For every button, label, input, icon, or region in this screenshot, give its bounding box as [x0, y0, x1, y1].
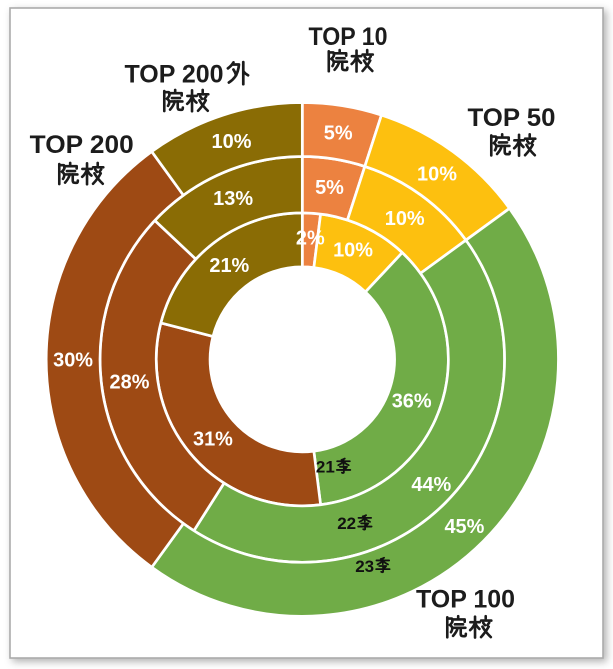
svg-text:TOP 100: TOP 100: [416, 586, 515, 614]
svg-text:21%: 21%: [209, 255, 249, 277]
svg-text:TOP 10: TOP 10: [309, 23, 388, 51]
svg-text:10%: 10%: [333, 239, 373, 261]
svg-text:2%: 2%: [296, 228, 325, 250]
svg-text:30%: 30%: [53, 349, 93, 371]
svg-text:31%: 31%: [193, 428, 233, 450]
svg-text:10%: 10%: [212, 131, 252, 153]
svg-text:45%: 45%: [444, 516, 484, 538]
svg-text:10%: 10%: [385, 208, 425, 230]
svg-text:44%: 44%: [411, 474, 451, 496]
svg-text:TOP 50: TOP 50: [468, 104, 556, 132]
svg-text:5%: 5%: [315, 177, 344, 199]
svg-text:10%: 10%: [417, 163, 457, 185]
svg-text:28%: 28%: [110, 371, 150, 393]
svg-text:TOP 200: TOP 200: [30, 131, 134, 159]
svg-text:13%: 13%: [213, 188, 253, 210]
svg-text:5%: 5%: [324, 122, 353, 144]
svg-text:22: 22: [337, 514, 356, 533]
svg-text:36%: 36%: [392, 390, 432, 412]
svg-text:TOP 200: TOP 200: [125, 61, 224, 89]
svg-text:23: 23: [355, 557, 374, 576]
svg-text:21: 21: [316, 458, 335, 477]
